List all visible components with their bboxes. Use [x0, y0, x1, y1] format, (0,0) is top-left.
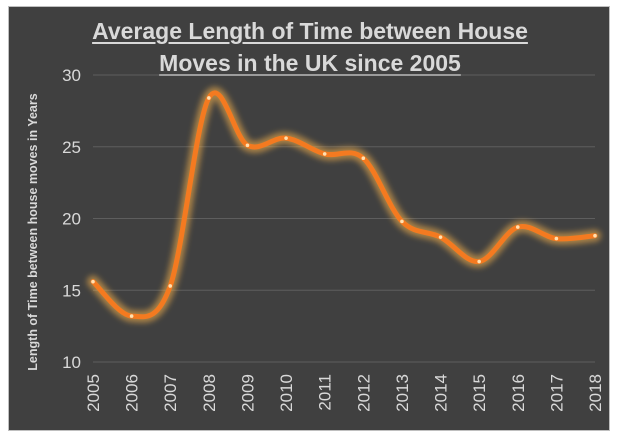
x-tick-label: 2005 [84, 374, 103, 412]
data-points [91, 96, 597, 318]
chart-title-line-2: Moves in the UK since 2005 [159, 50, 461, 76]
series-line-glow [87, 86, 601, 323]
x-tick-label: 2007 [161, 374, 180, 412]
data-point [593, 233, 597, 238]
x-tick-label: 2012 [354, 374, 373, 412]
x-tick-label: 2016 [509, 374, 528, 412]
x-tick-label: 2009 [238, 374, 257, 412]
x-tick-label: 2015 [470, 374, 489, 412]
data-point [284, 136, 288, 140]
y-tick-label: 15 [62, 281, 81, 300]
data-point [554, 236, 559, 241]
x-tick-label: 2018 [586, 374, 605, 412]
data-point [477, 259, 481, 264]
x-tick-label: 2011 [316, 374, 335, 411]
data-point [361, 156, 366, 161]
x-axis-ticks: 2005 2006 2007 2008 2009 2010 2011 2012 2013 2014… [84, 374, 605, 412]
data-point [322, 152, 327, 156]
y-axis-ticks: 10 15 20 25 30 [62, 66, 81, 372]
data-point [91, 279, 95, 284]
data-point [245, 143, 250, 148]
data-point [400, 219, 404, 224]
series-line [87, 86, 601, 323]
x-tick-label: 2006 [123, 374, 142, 412]
y-tick-label: 20 [62, 210, 81, 229]
y-axis-label: Length of Time between house moves in Ye… [26, 93, 40, 370]
x-tick-label: 2013 [393, 374, 412, 412]
chart-frame: Average Length of Time between House Mov… [8, 6, 610, 431]
x-tick-label: 2014 [432, 374, 451, 412]
x-tick-label: 2017 [547, 374, 566, 412]
x-tick-label: 2008 [200, 374, 219, 412]
grid-lines [93, 74, 595, 363]
y-tick-label: 25 [62, 138, 81, 157]
data-point [515, 225, 520, 229]
data-point [168, 284, 173, 288]
y-tick-label: 10 [62, 353, 81, 372]
data-point [207, 96, 211, 100]
chart-title-line-1: Average Length of Time between House [92, 18, 528, 44]
chart-title: Average Length of Time between House Mov… [9, 15, 611, 79]
data-point [438, 235, 443, 239]
y-tick-label: 30 [62, 66, 81, 85]
x-tick-label: 2010 [277, 374, 296, 412]
data-point [129, 314, 134, 318]
